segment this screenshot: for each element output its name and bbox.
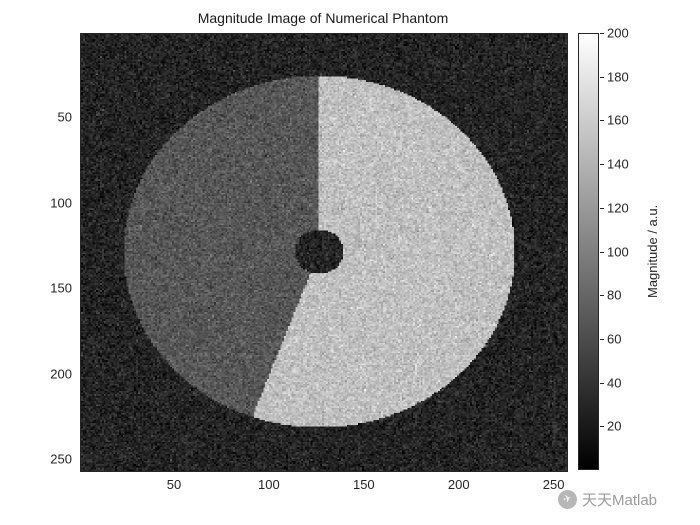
- colorbar-tick-mark: [600, 76, 604, 78]
- colorbar: [578, 33, 599, 470]
- colorbar-tick-label: 140: [607, 156, 629, 172]
- colorbar-tick-label: 100: [607, 244, 629, 259]
- x-tick-label: 100: [258, 477, 280, 492]
- y-tick-label: 100: [50, 195, 72, 211]
- phantom-image: [81, 34, 567, 471]
- y-tick-label: 200: [50, 366, 72, 382]
- y-tick-label: 150: [50, 280, 72, 296]
- colorbar-tick-mark: [600, 426, 604, 428]
- chart-title: Magnitude Image of Numerical Phantom: [197, 10, 449, 26]
- watermark: ✈ 天天Matlab: [555, 487, 658, 512]
- colorbar-tick-mark: [600, 207, 604, 209]
- colorbar-tick-mark: [600, 382, 604, 384]
- watermark-text: 天天Matlab: [582, 492, 658, 509]
- colorbar-tick-label: 20: [607, 418, 622, 434]
- x-tick-label: 250: [542, 477, 565, 492]
- y-tick-label: 50: [57, 109, 72, 125]
- x-tick-label: 200: [447, 477, 470, 492]
- colorbar-tick-mark: [600, 251, 604, 253]
- x-tick-label: 50: [166, 477, 182, 492]
- colorbar-axis-label: Magnitude / a.u.: [645, 204, 660, 299]
- colorbar-tick-mark: [600, 295, 604, 297]
- colorbar-tick-label: 40: [607, 375, 622, 391]
- colorbar-tick-mark: [600, 120, 604, 122]
- colorbar-tick-mark: [600, 164, 604, 166]
- colorbar-tick-label: 60: [607, 331, 622, 347]
- colorbar-tick-label: 80: [607, 287, 622, 303]
- y-tick-label: 250: [50, 451, 72, 467]
- colorbar-tick-mark: [600, 33, 604, 34]
- colorbar-tick-label: 120: [607, 200, 629, 216]
- colorbar-tick-mark: [600, 338, 604, 340]
- plot-axes: [80, 33, 568, 472]
- colorbar-tick-label: 180: [607, 69, 629, 85]
- x-tick-label: 150: [352, 477, 375, 492]
- colorbar-tick-label: 200: [607, 25, 629, 41]
- colorbar-tick-label: 160: [607, 112, 629, 128]
